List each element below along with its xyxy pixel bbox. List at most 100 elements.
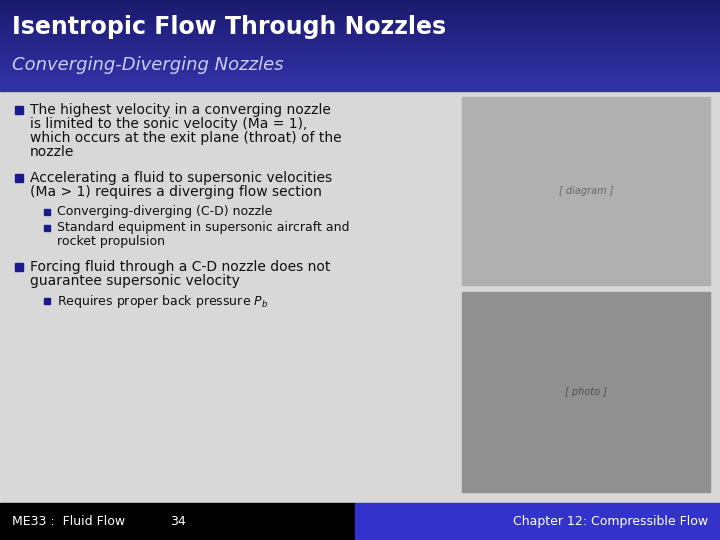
Bar: [0, 2, 720, 4]
Bar: [0, 63, 720, 65]
Bar: [0, 18, 720, 19]
Text: [ photo ]: [ photo ]: [565, 387, 607, 397]
Text: The highest velocity in a converging nozzle: The highest velocity in a converging noz…: [30, 103, 331, 117]
Bar: [0, 5, 720, 7]
Bar: [0, 37, 720, 39]
Text: Standard equipment in supersonic aircraft and: Standard equipment in supersonic aircraf…: [57, 221, 349, 234]
Bar: [0, 56, 720, 58]
Bar: [0, 17, 720, 18]
Bar: [0, 55, 720, 57]
Bar: [0, 83, 720, 85]
Text: Isentropic Flow Through Nozzles: Isentropic Flow Through Nozzles: [12, 15, 446, 39]
Bar: [0, 78, 720, 79]
Bar: [0, 87, 720, 90]
Text: is limited to the sonic velocity (Ma = 1),: is limited to the sonic velocity (Ma = 1…: [30, 117, 307, 131]
Bar: [0, 70, 720, 71]
Bar: [462, 292, 710, 492]
Bar: [0, 8, 720, 10]
Bar: [0, 80, 720, 82]
Bar: [0, 62, 720, 64]
Bar: [0, 79, 720, 80]
Bar: [0, 27, 720, 29]
Bar: [0, 33, 720, 36]
Bar: [0, 57, 720, 59]
Bar: [0, 0, 720, 2]
Bar: [0, 68, 720, 69]
Bar: [44, 298, 50, 304]
Text: Converging-diverging (C-D) nozzle: Converging-diverging (C-D) nozzle: [57, 206, 272, 219]
Text: which occurs at the exit plane (throat) of the: which occurs at the exit plane (throat) …: [30, 131, 341, 145]
Text: guarantee supersonic velocity: guarantee supersonic velocity: [30, 274, 240, 288]
Bar: [0, 16, 720, 17]
Bar: [0, 84, 720, 86]
Text: (Ma > 1) requires a diverging flow section: (Ma > 1) requires a diverging flow secti…: [30, 185, 322, 199]
Bar: [0, 85, 720, 87]
Bar: [0, 40, 720, 42]
Bar: [0, 52, 720, 53]
Bar: [0, 53, 720, 55]
Bar: [0, 9, 720, 11]
Bar: [0, 44, 720, 45]
Bar: [0, 42, 720, 43]
Bar: [0, 12, 720, 14]
Bar: [0, 65, 720, 67]
Text: Forcing fluid through a C-D nozzle does not: Forcing fluid through a C-D nozzle does …: [30, 260, 330, 274]
Bar: [0, 10, 720, 12]
Bar: [0, 66, 720, 68]
Bar: [0, 71, 720, 72]
Bar: [0, 69, 720, 70]
Bar: [0, 24, 720, 25]
Bar: [462, 97, 710, 285]
Bar: [0, 1, 720, 3]
Bar: [0, 50, 720, 51]
Bar: [0, 15, 720, 16]
Bar: [0, 54, 720, 56]
Bar: [0, 59, 720, 61]
Bar: [0, 28, 720, 30]
Text: Requires proper back pressure $\mathit{P}_b$: Requires proper back pressure $\mathit{P…: [57, 293, 269, 309]
Text: Chapter 12: Compressible Flow: Chapter 12: Compressible Flow: [513, 515, 708, 528]
Bar: [0, 29, 720, 31]
Bar: [0, 503, 355, 540]
Text: ME33 :  Fluid Flow: ME33 : Fluid Flow: [12, 515, 125, 528]
Bar: [0, 64, 720, 66]
Bar: [0, 86, 720, 88]
Bar: [0, 72, 720, 73]
Bar: [0, 3, 720, 5]
Bar: [44, 209, 50, 215]
Bar: [0, 51, 720, 52]
Bar: [0, 81, 720, 83]
Bar: [0, 23, 720, 24]
Bar: [44, 225, 50, 231]
Bar: [15, 174, 23, 182]
Bar: [0, 46, 720, 48]
Bar: [0, 35, 720, 37]
Bar: [0, 74, 720, 76]
Bar: [0, 30, 720, 32]
Bar: [0, 58, 720, 60]
Bar: [0, 73, 720, 75]
Bar: [0, 43, 720, 44]
Bar: [0, 36, 720, 38]
Bar: [15, 106, 23, 114]
Bar: [0, 11, 720, 13]
Text: rocket propulsion: rocket propulsion: [57, 234, 165, 247]
Bar: [0, 32, 720, 34]
Bar: [0, 45, 720, 46]
Bar: [0, 26, 720, 28]
Bar: [0, 47, 720, 49]
Bar: [0, 6, 720, 9]
Text: [ diagram ]: [ diagram ]: [559, 186, 613, 196]
Bar: [355, 503, 720, 540]
Bar: [0, 14, 720, 15]
Text: 34: 34: [170, 515, 185, 528]
Bar: [0, 82, 720, 84]
Text: Converging-Diverging Nozzles: Converging-Diverging Nozzles: [12, 56, 284, 74]
Bar: [0, 60, 720, 63]
Text: Accelerating a fluid to supersonic velocities: Accelerating a fluid to supersonic veloc…: [30, 171, 332, 185]
Bar: [0, 20, 720, 22]
Bar: [0, 49, 720, 50]
Bar: [0, 4, 720, 6]
Bar: [15, 263, 23, 271]
Bar: [0, 31, 720, 33]
